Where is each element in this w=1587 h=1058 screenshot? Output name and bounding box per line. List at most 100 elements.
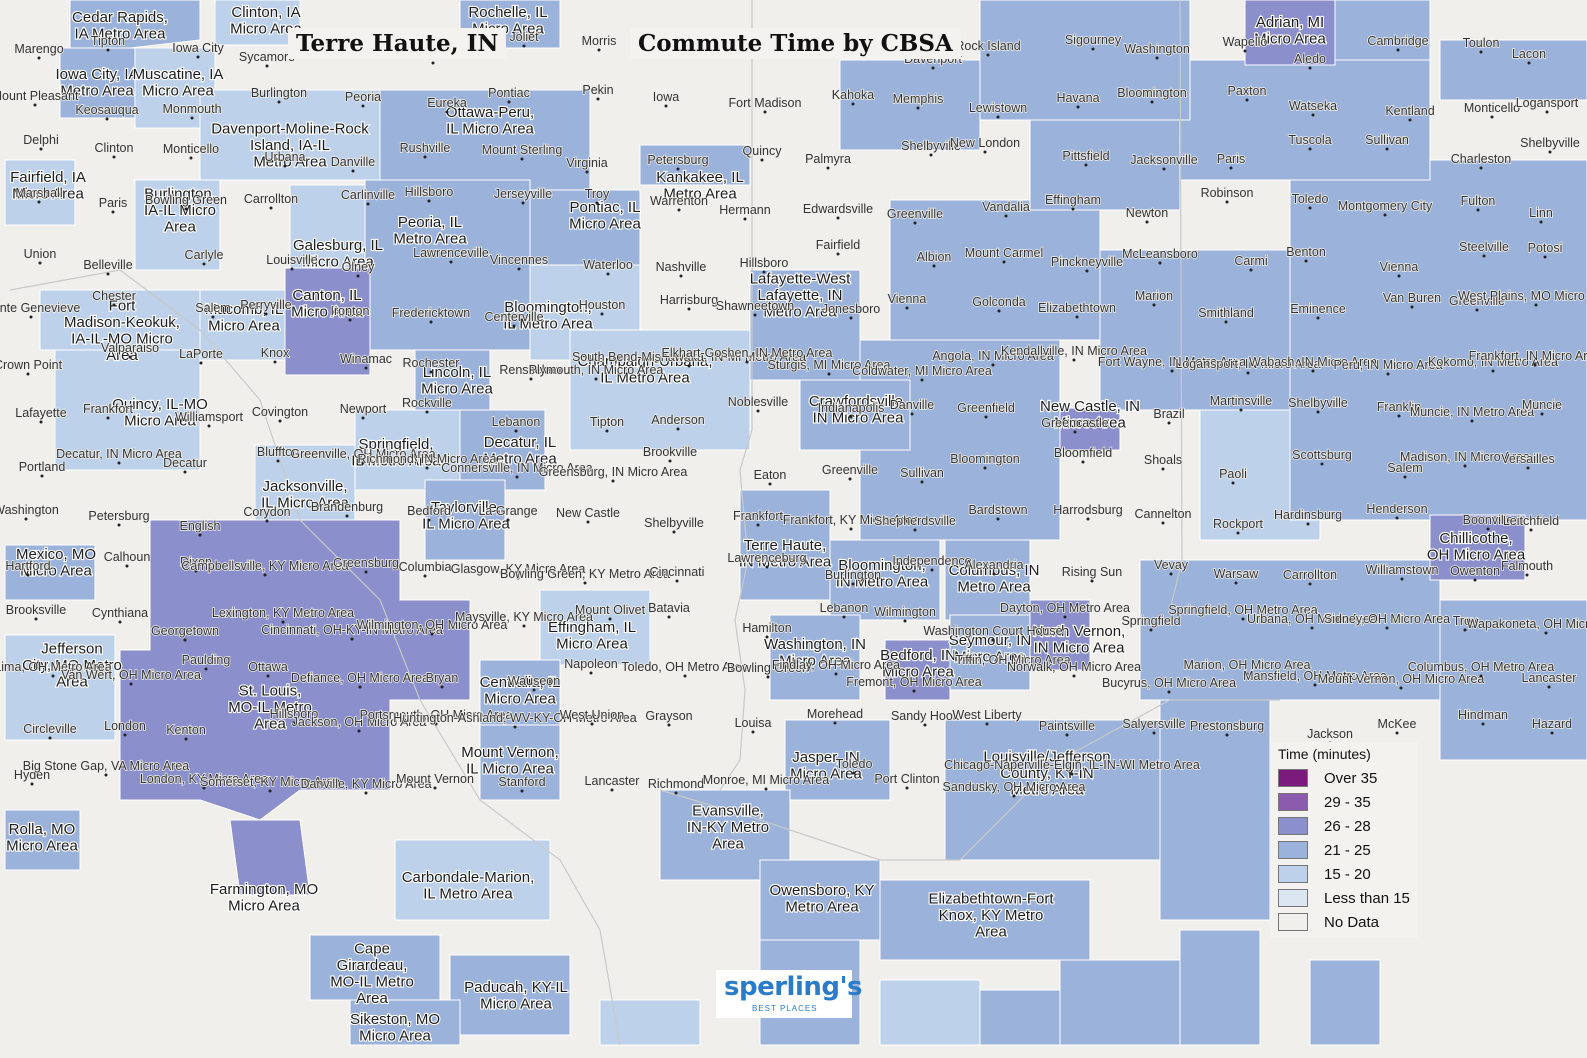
- place-dot: [33, 103, 37, 107]
- cbsa-region[interactable]: [569, 329, 751, 451]
- place-dot: [513, 725, 517, 729]
- place-label: Monroe, MI Micro Area: [703, 773, 829, 787]
- legend-swatch: [1278, 841, 1308, 859]
- cbsa-region[interactable]: [769, 614, 861, 701]
- place-dot: [1071, 207, 1075, 211]
- cbsa-region[interactable]: [1309, 959, 1381, 1046]
- place-dot: [677, 208, 681, 212]
- place-dot: [34, 617, 38, 621]
- cbsa-region[interactable]: [459, 409, 546, 491]
- area-label: Lafayette-West Lafayette, IN Metro Area: [750, 271, 851, 321]
- cbsa-region[interactable]: [944, 719, 1161, 861]
- cbsa-region[interactable]: [1059, 959, 1181, 1046]
- place-label: Bryan: [426, 671, 459, 685]
- cbsa-region[interactable]: [4, 544, 96, 601]
- place-label: Boonville: [1463, 513, 1514, 527]
- cbsa-region[interactable]: [829, 539, 941, 621]
- cbsa-regions: [4, 0, 1587, 1046]
- place-label: Bloomington: [1117, 86, 1187, 100]
- place-dot: [51, 674, 55, 678]
- cbsa-region[interactable]: [69, 0, 201, 49]
- cbsa-region[interactable]: [349, 999, 461, 1046]
- cbsa-region[interactable]: [879, 979, 981, 1046]
- place-label: Vienna: [888, 292, 927, 306]
- place-label: Houston: [579, 298, 626, 312]
- place-label: Benton: [1286, 245, 1326, 259]
- place-label: Cincinnati, OH-KY-IN Metro Area: [261, 623, 443, 637]
- place-label: Kokomo, IN Metro Area: [1428, 355, 1558, 369]
- cbsa-region[interactable]: [1429, 514, 1526, 581]
- place-label: Hazard: [1532, 717, 1572, 731]
- place-label: Rochester: [403, 356, 460, 370]
- cbsa-region[interactable]: [599, 999, 701, 1046]
- place-dot: [1479, 50, 1483, 54]
- cbsa-region[interactable]: [539, 589, 651, 666]
- cbsa-region[interactable]: [884, 639, 951, 701]
- cbsa-region[interactable]: [1099, 249, 1291, 411]
- place-dot: [520, 157, 524, 161]
- cbsa-region[interactable]: [1029, 599, 1091, 671]
- cbsa-region[interactable]: [979, 989, 1061, 1046]
- place-label: Greenville: [822, 463, 878, 477]
- place-label: Clinton: [95, 141, 134, 155]
- cbsa-region[interactable]: [1139, 559, 1441, 701]
- legend-label: 15 - 20: [1324, 865, 1371, 883]
- place-label: Morehead: [807, 707, 863, 721]
- place-label: Wapakoneta, OH Micro Area: [1467, 617, 1587, 631]
- cbsa-region[interactable]: [229, 819, 311, 896]
- cbsa-region[interactable]: [4, 159, 76, 226]
- cbsa-region[interactable]: [1179, 929, 1261, 1046]
- place-label: Bowling Green, KY Metro Area: [500, 567, 670, 581]
- cbsa-region[interactable]: [1159, 699, 1271, 921]
- place-dot: [1383, 213, 1387, 217]
- cbsa-region[interactable]: [1439, 39, 1587, 101]
- area-label: Jefferson City, MO Metro Area: [22, 641, 122, 691]
- place-dot: [1246, 371, 1250, 375]
- place-dot: [676, 427, 680, 431]
- place-label: Pontiac: [488, 86, 530, 100]
- sperlings-logo[interactable]: sperling's BEST PLACES: [716, 970, 862, 1018]
- place-label: Sullivan: [1365, 133, 1409, 147]
- cbsa-region[interactable]: [799, 379, 911, 451]
- place-label: Newton: [1126, 206, 1168, 220]
- place-dot: [594, 377, 598, 381]
- cbsa-region[interactable]: [54, 349, 201, 471]
- cbsa-region[interactable]: [879, 879, 1091, 961]
- cbsa-region[interactable]: [1319, 0, 1431, 61]
- cbsa-region[interactable]: [1059, 407, 1121, 451]
- logo-wordmark: sperling's: [724, 972, 862, 1002]
- cbsa-region[interactable]: [839, 59, 981, 151]
- place-dot: [106, 48, 110, 52]
- place-dot: [1545, 110, 1549, 114]
- area-label: Sikeston, MO Micro Area: [350, 1011, 440, 1045]
- place-label: Columbia: [399, 560, 452, 574]
- cbsa-region[interactable]: [749, 269, 861, 381]
- cbsa-region[interactable]: [479, 724, 561, 801]
- place-label: Bucyrus, OH Micro Area: [1102, 676, 1236, 690]
- cbsa-region[interactable]: [889, 199, 1101, 341]
- cbsa-region[interactable]: [949, 614, 1031, 691]
- place-dot: [1073, 430, 1077, 434]
- cbsa-region[interactable]: [134, 179, 221, 271]
- cbsa-region[interactable]: [424, 479, 506, 561]
- place-label: Frankfort: [83, 402, 134, 416]
- place-dot: [112, 303, 116, 307]
- cbsa-region[interactable]: [1439, 599, 1587, 761]
- place-label: Smithland: [1198, 306, 1254, 320]
- cbsa-region[interactable]: [394, 839, 551, 921]
- place-dot: [1399, 686, 1403, 690]
- cbsa-region[interactable]: [1289, 159, 1587, 521]
- cbsa-region[interactable]: [119, 519, 471, 821]
- cbsa-region[interactable]: [4, 634, 116, 741]
- place-dot: [364, 791, 368, 795]
- cbsa-region[interactable]: [1244, 0, 1336, 66]
- place-dot: [1311, 113, 1315, 117]
- cbsa-region[interactable]: [639, 144, 751, 186]
- place-label: Elkhart-Goshen, IN Metro Area: [662, 346, 833, 360]
- cbsa-region[interactable]: [784, 719, 891, 801]
- cbsa-region[interactable]: [284, 267, 371, 376]
- place-dot: [834, 672, 838, 676]
- cbsa-region[interactable]: [4, 809, 81, 871]
- place-label: Shelbyville: [901, 139, 961, 153]
